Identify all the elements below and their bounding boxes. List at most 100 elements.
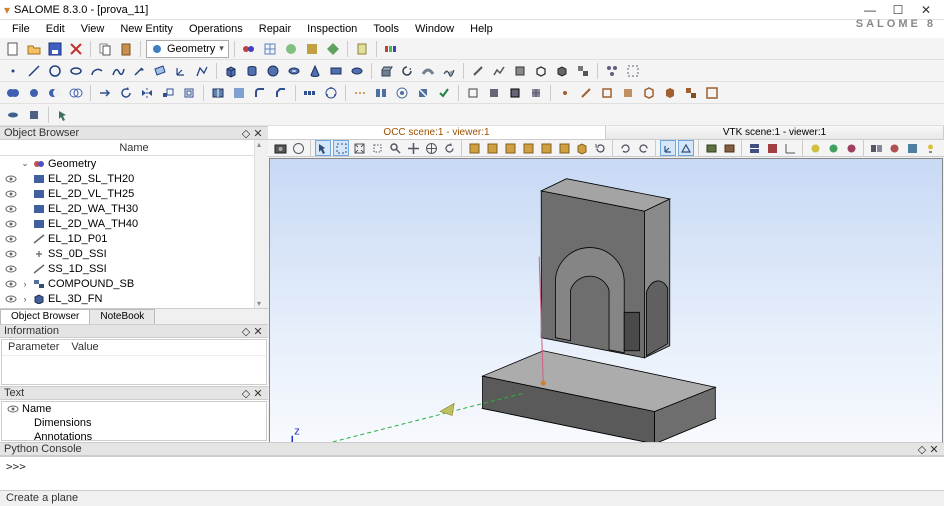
tab-notebook[interactable]: NoteBook bbox=[89, 309, 155, 324]
global-pan-icon[interactable] bbox=[423, 140, 439, 156]
left-view-icon[interactable] bbox=[538, 140, 554, 156]
tree-item[interactable]: EL_2D_VL_TH25 bbox=[0, 186, 268, 201]
persp-toggle-icon[interactable] bbox=[678, 140, 694, 156]
panel-close-icon[interactable]: ✕ bbox=[252, 325, 264, 338]
maximize-button[interactable]: ☐ bbox=[884, 3, 912, 17]
mirror-icon[interactable] bbox=[138, 84, 156, 102]
menu-tools[interactable]: Tools bbox=[367, 21, 405, 37]
bottom-view-icon[interactable] bbox=[520, 140, 536, 156]
pipe-icon[interactable] bbox=[419, 62, 437, 80]
rectangle-icon[interactable] bbox=[327, 62, 345, 80]
filling-icon[interactable] bbox=[440, 62, 458, 80]
expand-toggle[interactable]: › bbox=[20, 294, 30, 304]
circle-icon[interactable] bbox=[46, 62, 64, 80]
expand-toggle[interactable]: ⌄ bbox=[20, 158, 30, 169]
panel-close-icon[interactable]: ✕ bbox=[252, 387, 264, 400]
box-icon[interactable] bbox=[222, 62, 240, 80]
face-sel-icon[interactable] bbox=[619, 84, 637, 102]
tree-scrollbar[interactable] bbox=[254, 140, 268, 308]
tab-object-browser[interactable]: Object Browser bbox=[0, 309, 90, 324]
multitranslate-icon[interactable] bbox=[301, 84, 319, 102]
visibility-toggle-icon[interactable] bbox=[4, 203, 18, 215]
edge-sel-icon[interactable] bbox=[577, 84, 595, 102]
translate-icon[interactable] bbox=[96, 84, 114, 102]
shell-sel-icon[interactable] bbox=[640, 84, 658, 102]
trihedron-toggle-icon[interactable] bbox=[660, 140, 676, 156]
tree-item[interactable]: EL_2D_SL_TH20 bbox=[0, 171, 268, 186]
new-icon[interactable] bbox=[4, 40, 22, 58]
ellipse-icon[interactable] bbox=[67, 62, 85, 80]
module-selector[interactable]: Geometry bbox=[146, 40, 229, 58]
panel-close-icon[interactable]: ✕ bbox=[252, 127, 264, 140]
texture-icon[interactable] bbox=[527, 84, 545, 102]
torus-icon[interactable] bbox=[285, 62, 303, 80]
clipping-icon[interactable] bbox=[746, 140, 762, 156]
tree-item[interactable]: ›COMPOUND_SB bbox=[0, 276, 268, 291]
section-icon[interactable] bbox=[67, 84, 85, 102]
visibility-toggle-icon[interactable] bbox=[4, 233, 18, 245]
front-view-icon[interactable] bbox=[466, 140, 482, 156]
paste-icon[interactable] bbox=[117, 40, 135, 58]
chamfer-icon[interactable] bbox=[272, 84, 290, 102]
tree-item[interactable]: EL_2D_WA_TH30 bbox=[0, 201, 268, 216]
anticlockwise-icon[interactable] bbox=[617, 140, 633, 156]
module-yacs-icon[interactable] bbox=[303, 40, 321, 58]
expand-toggle[interactable]: › bbox=[20, 279, 30, 289]
fillet-icon[interactable] bbox=[251, 84, 269, 102]
compound-sel-icon[interactable] bbox=[682, 84, 700, 102]
edge-build-icon[interactable] bbox=[469, 62, 487, 80]
env-texture-icon[interactable] bbox=[904, 140, 920, 156]
common-icon[interactable] bbox=[25, 84, 43, 102]
text-row-annotations[interactable]: Annotations bbox=[34, 431, 92, 442]
sewing-icon[interactable] bbox=[351, 84, 369, 102]
tree-item[interactable]: ⌄Geometry bbox=[0, 156, 268, 171]
tree-item[interactable]: ›EL_3D_FN bbox=[0, 291, 268, 306]
3d-viewport[interactable]: z x y bbox=[269, 158, 943, 442]
offset-icon[interactable] bbox=[180, 84, 198, 102]
menu-inspection[interactable]: Inspection bbox=[301, 21, 363, 37]
explode-icon[interactable] bbox=[603, 62, 621, 80]
zoom-select-icon[interactable] bbox=[315, 140, 331, 156]
show-only-icon[interactable] bbox=[4, 106, 22, 124]
solid-sel-icon[interactable] bbox=[661, 84, 679, 102]
module-mesh-icon[interactable] bbox=[261, 40, 279, 58]
fuse-icon[interactable] bbox=[4, 84, 22, 102]
light-src-icon[interactable] bbox=[922, 140, 938, 156]
sync-view-icon[interactable] bbox=[868, 140, 884, 156]
cone-icon[interactable] bbox=[306, 62, 324, 80]
visibility-toggle-icon[interactable] bbox=[4, 278, 18, 290]
tree-item[interactable]: SS_0D_SSI bbox=[0, 246, 268, 261]
disk-icon[interactable] bbox=[348, 62, 366, 80]
palette-icon[interactable] bbox=[382, 40, 400, 58]
menu-operations[interactable]: Operations bbox=[183, 21, 249, 37]
open-icon[interactable] bbox=[25, 40, 43, 58]
module-paravis-icon[interactable] bbox=[324, 40, 342, 58]
visibility-toggle-icon[interactable] bbox=[4, 308, 18, 309]
ortho-icon[interactable] bbox=[574, 140, 590, 156]
reset-view-icon[interactable] bbox=[592, 140, 608, 156]
panel-float-icon[interactable]: ◇ bbox=[240, 325, 252, 338]
panel-float-icon[interactable]: ◇ bbox=[240, 127, 252, 140]
group-icon[interactable] bbox=[624, 62, 642, 80]
minimize-button[interactable]: — bbox=[856, 3, 884, 17]
restore-view-icon[interactable] bbox=[721, 140, 737, 156]
wire-build-icon[interactable] bbox=[490, 62, 508, 80]
lcs-icon[interactable] bbox=[172, 62, 190, 80]
menu-view[interactable]: View bbox=[75, 21, 111, 37]
hide-icon[interactable] bbox=[25, 106, 43, 124]
max-icon[interactable] bbox=[843, 140, 859, 156]
compound-build-icon[interactable] bbox=[574, 62, 592, 80]
menu-new-entity[interactable]: New Entity bbox=[114, 21, 179, 37]
zoom-icon[interactable] bbox=[387, 140, 403, 156]
dump-view-icon[interactable] bbox=[272, 140, 288, 156]
multirotate-icon[interactable] bbox=[322, 84, 340, 102]
tree-item[interactable]: SS_1D_SSI bbox=[0, 261, 268, 276]
ambient-icon[interactable] bbox=[807, 140, 823, 156]
sketch-icon[interactable] bbox=[193, 62, 211, 80]
vertex-sel-icon[interactable] bbox=[556, 84, 574, 102]
menu-edit[interactable]: Edit bbox=[40, 21, 71, 37]
cylinder-icon[interactable] bbox=[243, 62, 261, 80]
menu-repair[interactable]: Repair bbox=[253, 21, 297, 37]
scale-icon[interactable] bbox=[159, 84, 177, 102]
archimede-icon[interactable] bbox=[230, 84, 248, 102]
